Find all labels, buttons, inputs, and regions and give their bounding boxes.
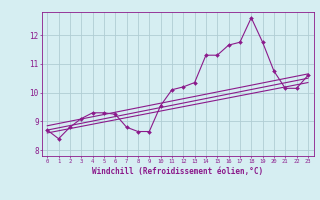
X-axis label: Windchill (Refroidissement éolien,°C): Windchill (Refroidissement éolien,°C) — [92, 167, 263, 176]
